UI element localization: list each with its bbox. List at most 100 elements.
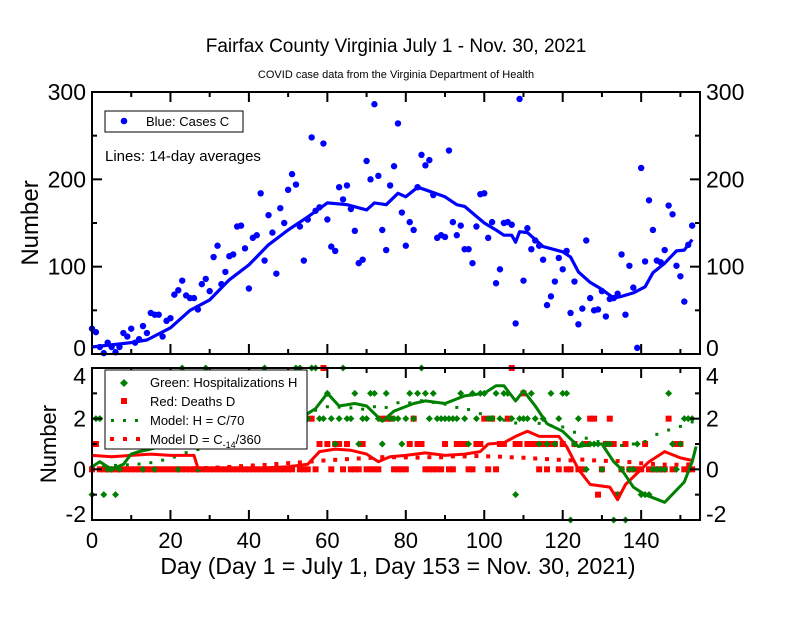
hospitalizations-point xyxy=(100,491,108,499)
model-h-point xyxy=(490,415,494,419)
bottom-y-tick-label-left: -2 xyxy=(66,501,86,527)
cases-point xyxy=(159,333,166,340)
hospitalizations-point xyxy=(347,415,355,423)
deaths-point xyxy=(606,415,613,422)
deaths-point xyxy=(124,466,131,473)
hospitalizations-point xyxy=(535,440,543,448)
cases-average-line xyxy=(91,185,694,349)
hospitalizations-point xyxy=(512,491,520,499)
deaths-point xyxy=(430,466,437,473)
cases-point xyxy=(586,294,594,302)
model-d-point xyxy=(627,460,632,465)
model-d-point xyxy=(497,454,502,459)
deaths-point xyxy=(673,441,680,447)
cases-point xyxy=(618,251,625,258)
cases-point xyxy=(335,183,343,191)
cases-point xyxy=(465,246,472,253)
hospitalizations-point xyxy=(680,415,688,423)
deaths-point xyxy=(402,466,409,473)
cases-point xyxy=(418,151,425,159)
cases-point xyxy=(167,314,174,322)
hospitalizations-point xyxy=(488,415,496,423)
top-y-tick-label-right: 100 xyxy=(706,254,744,280)
deaths-point xyxy=(516,441,523,447)
model-h-point xyxy=(608,443,612,447)
model-h-point xyxy=(525,417,529,421)
cases-point xyxy=(508,221,515,228)
hospitalizations-point xyxy=(174,465,182,473)
hospitalizations-point xyxy=(547,389,555,397)
legend-label-deaths: Red: Deaths D xyxy=(150,394,235,409)
bottom-y-tick-label-right: 4 xyxy=(706,363,719,389)
x-tick-label: 0 xyxy=(86,528,98,553)
model-h-point xyxy=(149,461,153,465)
cases-point xyxy=(155,311,162,318)
top-y-tick-label-left: 100 xyxy=(48,254,86,280)
cases-point xyxy=(92,328,100,336)
hospitalizations-point xyxy=(453,415,461,423)
hospitalizations-point xyxy=(559,389,567,397)
legend-label-hospitalizations: Green: Hospitalizations H xyxy=(150,375,297,390)
cases-point xyxy=(551,278,559,285)
hospitalizations-point xyxy=(449,415,457,423)
deaths-point xyxy=(512,441,519,447)
deaths-point xyxy=(622,441,629,447)
legend-label-model-d: Model D = C-14/360 xyxy=(150,432,261,450)
cases-point xyxy=(547,293,555,300)
cases-point xyxy=(288,170,296,178)
cases-point xyxy=(202,275,209,283)
deaths-point xyxy=(336,441,343,447)
deaths-point xyxy=(634,466,641,473)
model-d-point xyxy=(403,455,408,460)
hospitalizations-point xyxy=(582,465,590,473)
cases-point xyxy=(637,164,645,172)
deaths-point xyxy=(461,441,468,447)
top-y-tick-label-right: 0 xyxy=(706,335,719,361)
model-h-point xyxy=(655,432,659,436)
cases-point xyxy=(677,273,684,280)
hospitalizations-point xyxy=(461,415,469,423)
model-d-point xyxy=(603,458,608,463)
top-y-tick-label-left: 300 xyxy=(48,79,86,105)
cases-point xyxy=(139,322,147,330)
cases-point xyxy=(669,211,676,218)
hospitalizations-point xyxy=(421,389,429,397)
model-d-point xyxy=(462,454,467,459)
hospitalizations-point xyxy=(331,440,339,448)
cases-point xyxy=(457,222,464,229)
model-h-point xyxy=(372,405,376,409)
bottom-y-tick-label-left: 0 xyxy=(73,456,86,482)
deaths-point xyxy=(112,466,119,473)
deaths-point xyxy=(442,441,449,447)
deaths-point xyxy=(308,415,315,422)
hospitalizations-point xyxy=(484,415,492,423)
cases-point xyxy=(641,258,649,265)
cases-point xyxy=(575,321,582,328)
cases-point xyxy=(492,280,500,287)
deaths-point xyxy=(563,466,570,473)
cases-point xyxy=(594,306,602,313)
cases-point xyxy=(496,266,504,273)
cases-point xyxy=(206,287,213,295)
model-d-point xyxy=(168,466,173,471)
cases-point xyxy=(649,226,657,234)
deaths-point xyxy=(587,415,594,422)
cases-point xyxy=(449,218,457,226)
model-d-point xyxy=(250,463,255,468)
cases-point xyxy=(453,232,460,239)
bottom-y-tick-label-left: 2 xyxy=(73,406,86,432)
model-d-point xyxy=(486,454,491,459)
model-d-point xyxy=(639,461,644,466)
hospitalizations-point xyxy=(355,440,363,448)
model-d-point xyxy=(533,456,538,461)
model-d-point xyxy=(262,462,267,467)
x-tick-label: 100 xyxy=(466,528,503,553)
legend-marker-model-d xyxy=(110,437,140,441)
x-tick-label: 120 xyxy=(544,528,581,553)
model-h-point xyxy=(125,463,129,467)
x-tick-label: 20 xyxy=(158,528,182,553)
model-d-point xyxy=(333,457,338,462)
deaths-point xyxy=(681,466,688,473)
cases-point xyxy=(351,227,359,235)
